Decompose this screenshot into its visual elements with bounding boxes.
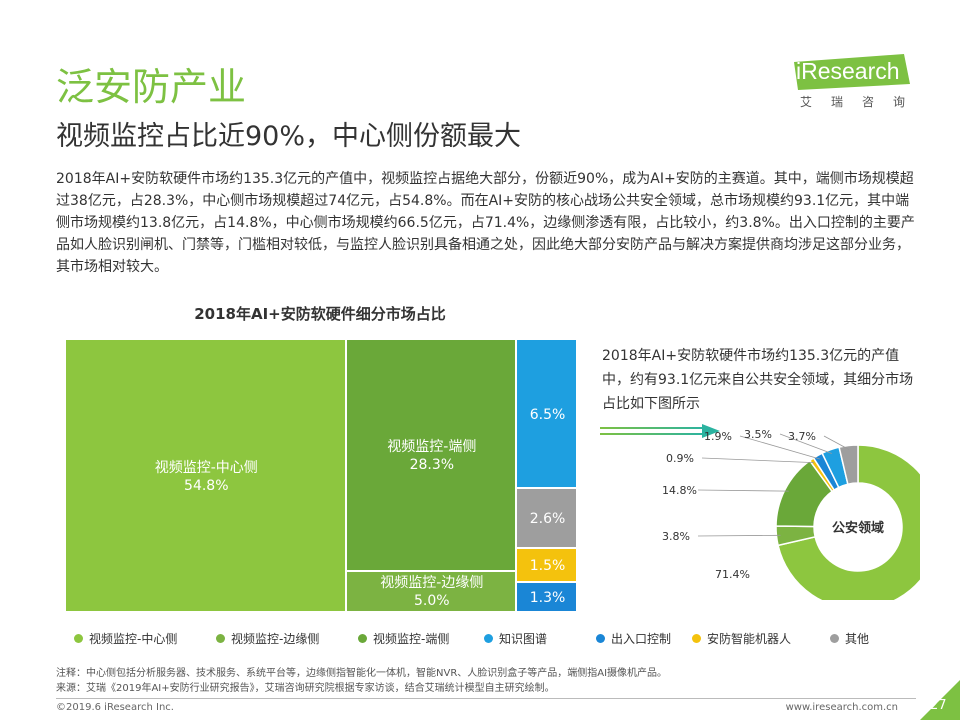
legend-item-edge: 视频监控-边缘侧	[216, 630, 319, 647]
treemap-value: 28.3%	[409, 457, 455, 473]
page-number: 27	[930, 698, 947, 713]
treemap-tile-robot: 1.5%	[517, 548, 578, 584]
legend-swatch	[484, 634, 493, 643]
legend-swatch	[692, 634, 701, 643]
iresearch-logo: iResearch 艾瑞咨询	[792, 54, 912, 110]
copyright: ©2019.6 iResearch Inc.	[56, 702, 174, 713]
treemap-tile-end: 视频监控-端侧 28.3%	[346, 340, 518, 572]
treemap-label-edge: 视频监控-边缘侧 5.0%	[347, 574, 517, 610]
chart-legend: 视频监控-中心侧 视频监控-边缘侧 视频监控-端侧 知识图谱 出入口控制 安防智能机器人 其…	[74, 630, 934, 648]
donut-label-knowledge: 3.5%	[744, 428, 772, 441]
page-corner-icon	[920, 680, 960, 720]
donut-chart: 71.4% 3.8% 14.8% 0.9% 1.9% 3.5% 3.7% 公安领域	[662, 428, 920, 600]
donut-leader-line	[823, 435, 850, 450]
headline: 视频监控占比近90%，中心侧份额最大	[56, 121, 522, 152]
legend-label: 其他	[845, 632, 870, 646]
legend-label: 出入口控制	[611, 632, 672, 646]
treemap-label-knowledge: 6.5%	[517, 406, 578, 424]
treemap-value: 54.8%	[184, 477, 229, 494]
legend-item-robot: 安防智能机器人	[692, 630, 791, 647]
donut-label-end: 14.8%	[662, 484, 697, 497]
treemap-value: 6.5%	[529, 406, 566, 423]
donut-leader-line	[697, 534, 781, 537]
logo-subtitle: 艾瑞咨询	[800, 95, 925, 109]
donut-leader-line	[779, 433, 832, 454]
logo-text: iResearch	[796, 58, 900, 84]
footnote: 注释：中心侧包括分析服务器、技术服务、系统平台等，边缘侧指智能化一体机，智能NV…	[56, 666, 667, 696]
arrow-icon	[600, 424, 720, 438]
treemap-label-center: 视频监控-中心侧 54.8%	[66, 459, 347, 495]
logo-badge-icon	[794, 54, 910, 90]
donut-leader-line	[739, 435, 820, 460]
treemap-value: 1.3%	[529, 590, 566, 607]
treemap-title: 2018年AI+安防软硬件细分市场占比	[194, 305, 446, 323]
treemap-tile-other: 2.6%	[517, 489, 578, 549]
treemap-category-name: 视频监控-中心侧	[154, 459, 258, 476]
legend-item-access: 出入口控制	[596, 630, 671, 647]
section-title: 泛安防产业	[56, 65, 247, 109]
side-note: 2018年AI+安防软硬件市场约135.3亿元的产值中，约有93.1亿元来自公共…	[602, 348, 914, 412]
treemap-category-name: 视频监控-边缘侧	[380, 575, 484, 592]
donut-center-label: 公安领域	[832, 520, 884, 536]
footnote-source: 来源：艾瑞《2019年AI+安防行业研究报告》，艾瑞咨询研究院根据专家访谈，结合…	[56, 683, 555, 694]
legend-item-other: 其他	[830, 630, 869, 647]
legend-label: 视频监控-边缘侧	[231, 632, 320, 646]
donut-label-center: 71.4%	[715, 568, 750, 581]
legend-swatch	[358, 634, 367, 643]
legend-item-knowledge: 知识图谱	[484, 630, 547, 647]
legend-swatch	[830, 634, 839, 643]
treemap-value: 2.6%	[529, 510, 566, 527]
donut-slice-center	[777, 444, 920, 600]
treemap-tile-access: 1.3%	[517, 583, 578, 613]
donut-slice-other	[838, 444, 859, 486]
legend-label: 视频监控-中心侧	[89, 632, 178, 646]
treemap-category-name: 视频监控-端侧	[387, 439, 477, 455]
treemap-tile-knowledge: 6.5%	[517, 340, 578, 490]
treemap-chart: 视频监控-中心侧 54.8% 视频监控-端侧 28.3% 视频监控-边缘侧 5.0% 6.5…	[66, 340, 578, 613]
website: www.iresearch.com.cn	[785, 702, 898, 713]
treemap-value: 1.5%	[529, 557, 566, 574]
legend-item-center: 视频监控-中心侧	[74, 630, 177, 647]
treemap-label-other: 2.6%	[517, 510, 578, 528]
legend-label: 知识图谱	[499, 632, 548, 646]
donut-label-access: 1.9%	[704, 430, 732, 443]
donut-leader-line	[697, 489, 789, 492]
donut-leader-line	[701, 457, 814, 464]
treemap-label-access: 1.3%	[517, 589, 578, 607]
donut-label-edge: 3.8%	[662, 530, 690, 543]
donut-label-other: 3.7%	[788, 430, 816, 443]
footnote-note: 注释：中心侧包括分析服务器、技术服务、系统平台等，边缘侧指智能化一体机，智能NV…	[56, 668, 668, 679]
treemap-tile-center: 视频监控-中心侧 54.8%	[66, 340, 347, 613]
donut-label-robot: 0.9%	[666, 452, 694, 465]
treemap-label-end: 视频监控-端侧 28.3%	[347, 438, 517, 474]
intro-paragraph: 2018年AI+安防软硬件市场约135.3亿元的产值中，视频监控占据绝大部分，份…	[56, 171, 915, 275]
legend-swatch	[74, 634, 83, 643]
legend-label: 安防智能机器人	[707, 632, 792, 646]
legend-item-end: 视频监控-端侧	[358, 630, 449, 647]
legend-label: 视频监控-端侧	[373, 632, 450, 646]
treemap-tile-edge: 视频监控-边缘侧 5.0%	[346, 572, 518, 613]
footer-divider	[56, 698, 916, 699]
legend-swatch	[596, 634, 605, 643]
treemap-value: 5.0%	[414, 593, 450, 610]
treemap-label-robot: 1.5%	[517, 557, 578, 575]
legend-swatch	[216, 634, 225, 643]
